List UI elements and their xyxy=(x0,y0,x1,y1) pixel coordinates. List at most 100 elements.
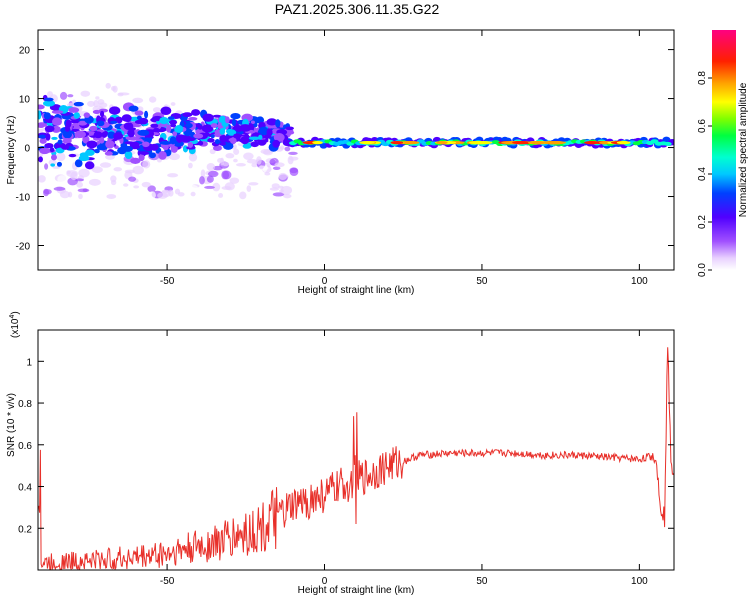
heatmap-cell xyxy=(50,163,56,167)
heatmap-cell xyxy=(272,166,281,170)
heatmap-cell xyxy=(212,182,221,192)
heatmap-cell xyxy=(86,140,98,149)
heatmap-cell xyxy=(246,185,252,192)
heatmap-cell xyxy=(187,184,198,190)
heatmap-cell xyxy=(113,132,124,140)
heatmap-cell xyxy=(43,112,51,120)
heatmap-cell xyxy=(77,120,88,126)
heatmap-cell xyxy=(159,140,172,145)
y-tick-label: 0.2 xyxy=(18,524,32,535)
snr-y-label: SNR (10 * v/v) xyxy=(6,393,17,457)
heatmap-cell xyxy=(88,178,101,186)
heatmap-cell xyxy=(208,170,219,178)
heatmap-cell xyxy=(59,91,68,100)
heatmap-cell xyxy=(134,110,144,116)
heatmap-cell xyxy=(68,153,77,158)
heatmap-cell xyxy=(187,142,194,148)
snr-panel: -50 0 50 100 0.2 0.4 0.6 0.8 1 Height of straig… xyxy=(6,311,675,596)
heatmap-cell xyxy=(57,175,68,184)
heatmap-cell xyxy=(246,159,258,164)
x-tick-label: -50 xyxy=(160,276,175,287)
heatmap-cell xyxy=(133,185,140,189)
heatmap-cell xyxy=(233,158,238,163)
heatmap-cell xyxy=(258,180,270,190)
heatmap-cell xyxy=(48,159,57,166)
snr-x-ticks: -50 0 50 100 xyxy=(160,330,648,587)
heatmap-cell xyxy=(200,169,206,178)
heatmap-cell xyxy=(121,114,132,122)
heatmap-cell xyxy=(51,110,64,114)
heatmap-cell xyxy=(152,132,160,136)
heatmap-cell xyxy=(89,125,98,132)
heatmap-cell xyxy=(663,141,672,146)
heatmap-cell xyxy=(231,118,237,127)
x-tick-label: 50 xyxy=(476,576,488,587)
colorbar-tick-label: 0.8 xyxy=(697,71,708,85)
heatmap-cell xyxy=(39,138,47,144)
heatmap-cell xyxy=(182,177,188,182)
heatmap-cell xyxy=(172,131,178,137)
heatmap-cell xyxy=(273,133,285,142)
heatmap-cell xyxy=(401,141,420,145)
heatmap-cell xyxy=(152,107,161,113)
heatmap-cell xyxy=(116,118,123,124)
heatmap-cell xyxy=(68,107,80,113)
heatmap-cell xyxy=(283,193,292,199)
heatmap-cell xyxy=(193,133,204,139)
heatmap-cell xyxy=(266,128,273,137)
heatmap-cell xyxy=(284,146,291,152)
y-tick-label: 10 xyxy=(19,95,31,106)
heatmap-cell xyxy=(70,171,78,181)
snr-y-multiplier: (x104) xyxy=(9,311,21,338)
heatmap-cell xyxy=(258,126,269,136)
heatmap-cell xyxy=(165,124,172,133)
heatmap-cell xyxy=(182,112,193,118)
spectrogram-y-label: Frequency (Hz) xyxy=(6,116,17,185)
heatmap-cell xyxy=(52,117,62,126)
heatmap-cell xyxy=(204,185,215,189)
heatmap-cell xyxy=(271,183,280,189)
heatmap-cell xyxy=(64,125,70,132)
heatmap-cell xyxy=(210,123,218,128)
heatmap-cell xyxy=(219,134,228,143)
heatmap-cell xyxy=(225,116,230,124)
heatmap-cell xyxy=(106,194,117,199)
heatmap-cell xyxy=(148,191,156,199)
heatmap-cell xyxy=(202,113,214,122)
heatmap-cell xyxy=(70,120,80,124)
heatmap-cell xyxy=(44,142,54,149)
heatmap-cell xyxy=(149,96,157,103)
heatmap-cell xyxy=(93,99,99,108)
heatmap-cell xyxy=(274,162,285,168)
heatmap-cell xyxy=(287,155,294,165)
heatmap-cell xyxy=(225,153,235,159)
heatmap-cell xyxy=(49,147,55,153)
heatmap-cell xyxy=(105,82,111,89)
heatmap-cell xyxy=(160,106,172,116)
heatmap-cell xyxy=(93,131,103,139)
heatmap-cell xyxy=(97,99,105,105)
spectrogram-y-ticks: -20 -10 0 10 20 xyxy=(16,46,674,253)
heatmap-cell xyxy=(204,193,210,199)
heatmap-cell xyxy=(278,172,288,181)
heatmap-cell xyxy=(142,141,150,148)
chart-title: PAZ1.2025.306.11.35.G22 xyxy=(275,1,440,17)
heatmap-cell xyxy=(74,130,86,139)
heatmap-cell xyxy=(113,167,123,172)
colorbar-tick-label: 0.2 xyxy=(697,215,708,229)
heatmap-cell xyxy=(96,120,105,127)
heatmap-cell xyxy=(118,92,130,96)
snr-y-multiplier-close: ) xyxy=(10,311,21,314)
heatmap-cell xyxy=(78,155,90,162)
heatmap-cell xyxy=(124,150,133,159)
heatmap-cell xyxy=(616,141,631,145)
heatmap-cell xyxy=(38,110,42,120)
heatmap-cell xyxy=(174,113,182,119)
spectrogram-marks xyxy=(38,72,674,201)
heatmap-cell xyxy=(99,110,105,118)
heatmap-cell xyxy=(98,137,105,144)
heatmap-cell xyxy=(105,139,115,149)
heatmap-cell xyxy=(229,177,240,184)
heatmap-cell xyxy=(169,119,178,125)
